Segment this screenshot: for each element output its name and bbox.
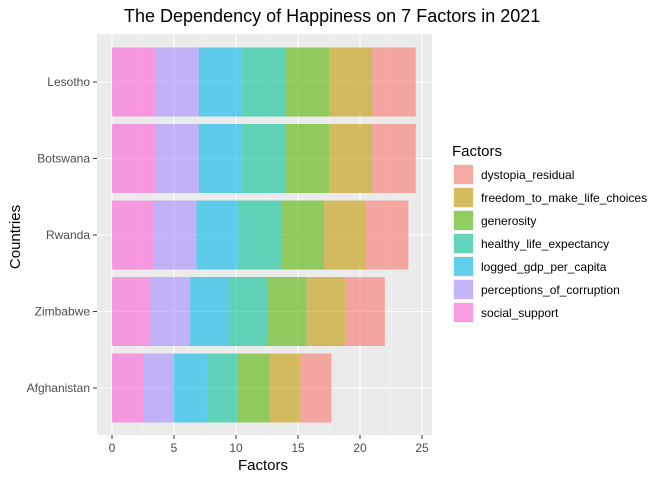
bar-segment-freedom_to_make_life_choices-zimbabwe [306,277,346,346]
bar-segment-perceptions_of_corruption-rwanda [154,200,197,270]
bar-segment-freedom_to_make_life_choices-afghanistan [269,353,301,423]
bar-segment-healthy_life_expectancy-botswana [242,124,286,193]
x-tick-label: 10 [229,441,243,455]
bar-segment-generosity-afghanistan [237,353,270,423]
x-tick-label: 20 [353,441,367,455]
y-tick-label: Rwanda [46,228,90,242]
legend-key-healthy_life_expectancy [454,234,473,253]
y-tick-label: Botswana [37,152,90,166]
bar-segment-generosity-botswana [285,124,329,193]
legend-title: Factors [452,143,502,160]
legend-key-generosity [454,211,473,230]
legend-key-logged_gdp_per_capita [454,257,473,276]
y-axis-title: Countries [7,205,24,269]
bar-segment-dystopia_residual-zimbabwe [345,277,385,346]
x-axis-title: Factors [238,457,288,474]
x-tick-label: 15 [291,441,305,455]
legend: Factors dystopia_residual freedom_to_make… [452,143,647,323]
y-tick-label: Zimbabwe [35,305,91,319]
legend-label-logged_gdp_per_capita: logged_gdp_per_capita [481,260,607,274]
legend-key-freedom_to_make_life_choices [454,188,473,207]
x-tick-label: 0 [109,441,116,455]
bar-segment-perceptions_of_corruption-lesotho [155,47,199,117]
bar-segment-perceptions_of_corruption-afghanistan [143,353,174,423]
bar-segment-healthy_life_expectancy-rwanda [238,200,282,270]
legend-key-perceptions_of_corruption [454,280,473,299]
bar-segment-social_support-afghanistan [112,353,143,423]
chart-title: The Dependency of Happiness on 7 Factors… [124,6,540,26]
bar-segment-social_support-rwanda [112,200,155,270]
x-tick-label: 5 [171,441,178,455]
legend-label-freedom_to_make_life_choices: freedom_to_make_life_choices [481,191,647,205]
x-axis-ticks: 0 5 10 15 20 25 [109,435,429,455]
bar-segment-social_support-botswana [112,124,156,193]
y-tick-label: Afghanistan [27,381,90,395]
bar-segment-perceptions_of_corruption-zimbabwe [150,277,191,346]
bar-segment-healthy_life_expectancy-afghanistan [207,353,238,423]
bar-segment-dystopia_residual-lesotho [372,47,416,117]
legend-key-social_support [454,303,473,322]
bar-segment-logged_gdp_per_capita-lesotho [198,47,243,117]
y-tick-label: Lesotho [47,75,90,89]
bar-segment-generosity-rwanda [281,200,325,270]
bar-segment-dystopia_residual-afghanistan [300,353,332,423]
bar-segment-healthy_life_expectancy-lesotho [242,47,286,117]
bars-group [112,47,416,423]
bar-segment-healthy_life_expectancy-zimbabwe [228,277,267,346]
y-axis-ticks: Lesotho Botswana Rwanda Zimbabwe Afghanistan [27,75,97,395]
bar-segment-logged_gdp_per_capita-rwanda [196,200,239,270]
bar-segment-perceptions_of_corruption-botswana [155,124,199,193]
legend-label-dystopia_residual: dystopia_residual [481,168,574,182]
bar-segment-generosity-zimbabwe [267,277,307,346]
bar-segment-social_support-lesotho [112,47,156,117]
legend-key-dystopia_residual [454,165,473,184]
legend-label-perceptions_of_corruption: perceptions_of_corruption [481,283,620,297]
bar-segment-logged_gdp_per_capita-afghanistan [174,353,208,423]
bar-segment-generosity-lesotho [285,47,329,117]
legend-label-healthy_life_expectancy: healthy_life_expectancy [481,237,609,251]
bar-segment-freedom_to_make_life_choices-botswana [329,124,373,193]
x-tick-label: 25 [415,441,429,455]
legend-label-social_support: social_support [481,306,559,320]
bar-segment-dystopia_residual-rwanda [366,200,409,270]
bar-segment-social_support-zimbabwe [112,277,151,346]
bar-segment-logged_gdp_per_capita-botswana [198,124,243,193]
bar-segment-freedom_to_make_life_choices-lesotho [329,47,373,117]
bar-segment-logged_gdp_per_capita-zimbabwe [190,277,229,346]
bar-segment-freedom_to_make_life_choices-rwanda [324,200,367,270]
bar-segment-dystopia_residual-botswana [372,124,416,193]
legend-label-generosity: generosity [481,214,536,228]
